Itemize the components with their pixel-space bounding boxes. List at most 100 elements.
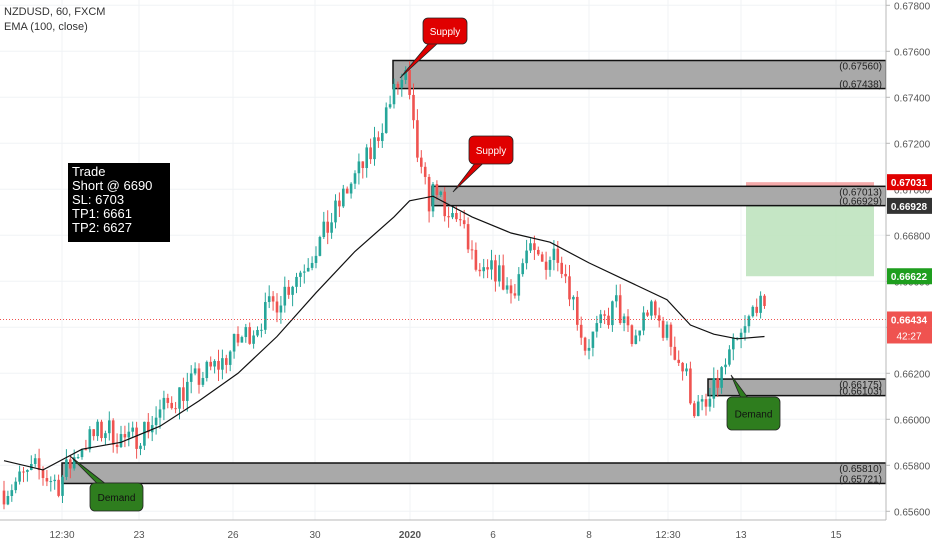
bull-candle bbox=[26, 469, 29, 472]
bear-candle bbox=[513, 293, 517, 296]
zone-bottom-label: (0.67438) bbox=[839, 80, 882, 91]
x-tick-label: 15 bbox=[830, 530, 842, 541]
supply-zone[interactable] bbox=[392, 59, 887, 90]
bull-candle bbox=[587, 347, 591, 351]
bull-candle bbox=[228, 351, 232, 365]
y-tick-label: 0.66800 bbox=[894, 231, 931, 242]
callout-label: Supply bbox=[430, 27, 461, 38]
x-tick-label: 23 bbox=[133, 530, 145, 541]
bear-candle bbox=[763, 295, 766, 307]
countdown-tag bbox=[887, 327, 932, 344]
bear-candle bbox=[22, 471, 25, 473]
bull-candle bbox=[349, 183, 353, 194]
bear-candle bbox=[326, 221, 329, 233]
time-axis[interactable]: 12:30 23 26 30 2020 6 8 12:30 13 15 bbox=[0, 519, 886, 541]
bull-candle bbox=[205, 361, 209, 379]
trade-note-line: SL: 6703 bbox=[72, 192, 125, 207]
price-tag bbox=[887, 174, 932, 191]
bull-candle bbox=[650, 301, 653, 316]
demand-zone[interactable] bbox=[61, 462, 887, 485]
bear-candle bbox=[2, 490, 6, 505]
bear-candle bbox=[661, 320, 665, 338]
zone-bottom-label: (0.66929) bbox=[839, 197, 882, 208]
y-tick-label: 0.66200 bbox=[894, 369, 931, 380]
bear-candle bbox=[540, 254, 544, 262]
price-tag bbox=[887, 268, 932, 285]
bull-candle bbox=[498, 265, 501, 282]
zone-top-label: (0.67560) bbox=[839, 62, 882, 73]
y-tick-label: 0.67400 bbox=[894, 93, 931, 104]
bear-candle bbox=[170, 402, 173, 409]
zone-top-label: (0.67013) bbox=[839, 187, 882, 198]
bear-candle bbox=[427, 176, 431, 212]
bull-candle bbox=[158, 409, 162, 418]
x-tick-label: 12:30 bbox=[655, 530, 680, 541]
ema-line bbox=[3, 195, 765, 471]
trade-note-line: TP1: 6661 bbox=[72, 206, 132, 221]
bull-candle bbox=[61, 476, 64, 496]
callout-box[interactable] bbox=[422, 17, 468, 45]
zone-callouts[interactable]: Supply Supply Demand Demand bbox=[69, 17, 781, 512]
bull-candle bbox=[712, 378, 716, 399]
bull-candle bbox=[65, 459, 68, 477]
bull-candle bbox=[392, 83, 396, 105]
callout-box[interactable] bbox=[726, 396, 781, 431]
bull-candle bbox=[264, 302, 267, 330]
supply-demand-zones[interactable]: (0.67560) (0.67438) (0.67013)(0.66929) (0.6… bbox=[61, 59, 887, 486]
bull-candle bbox=[521, 263, 524, 275]
zone-bottom-label: (0.65721) bbox=[839, 474, 882, 485]
bear-candle bbox=[689, 368, 692, 404]
bear-candle bbox=[576, 296, 579, 325]
bull-candle bbox=[529, 243, 532, 251]
bear-candle bbox=[197, 368, 201, 385]
x-tick-label: 26 bbox=[227, 530, 239, 541]
trade-note[interactable]: Trade Short @ 6690 SL: 6703 TP1: 6661 TP… bbox=[68, 163, 170, 242]
bull-candle bbox=[373, 137, 376, 160]
bear-candle bbox=[579, 324, 583, 338]
bear-candle bbox=[111, 420, 115, 445]
bull-candle bbox=[638, 330, 641, 336]
bear-candle bbox=[416, 120, 419, 158]
bear-candle bbox=[123, 434, 127, 438]
callout-label: Supply bbox=[476, 146, 507, 157]
bull-candle bbox=[193, 368, 197, 374]
bear-candle bbox=[209, 361, 212, 367]
bear-candle bbox=[564, 273, 567, 277]
callout-box[interactable] bbox=[89, 482, 144, 512]
bull-candle bbox=[490, 260, 493, 270]
y-tick-label: 0.67200 bbox=[894, 139, 931, 150]
bull-candle bbox=[365, 147, 368, 169]
bull-candle bbox=[595, 323, 599, 332]
bear-candle bbox=[135, 427, 138, 449]
callout-label: Demand bbox=[98, 493, 136, 504]
price-axis[interactable]: 0.656000.658000.660000.662000.664000.666… bbox=[885, 0, 932, 550]
trade-note-line: Short @ 6690 bbox=[72, 178, 153, 193]
bull-candle bbox=[615, 295, 618, 302]
bear-candle bbox=[466, 224, 470, 250]
bull-candle bbox=[322, 221, 326, 238]
bull-candle bbox=[186, 381, 189, 401]
bear-candle bbox=[248, 327, 251, 344]
y-tick-label: 0.65600 bbox=[894, 507, 931, 518]
bull-candle bbox=[178, 387, 181, 409]
bull-candle bbox=[431, 184, 435, 212]
bull-candle bbox=[143, 421, 146, 446]
bear-candle bbox=[287, 286, 290, 295]
y-tick-label: 0.66000 bbox=[894, 415, 931, 426]
bear-candle bbox=[626, 316, 630, 326]
zone-top-label: (0.66175) bbox=[839, 380, 882, 391]
bear-candle bbox=[568, 276, 571, 300]
bear-candle bbox=[755, 306, 758, 313]
bull-candle bbox=[696, 401, 700, 417]
bull-candle bbox=[33, 458, 37, 465]
bull-candle bbox=[599, 314, 602, 324]
bear-candle bbox=[443, 191, 446, 217]
bull-candle bbox=[548, 260, 552, 270]
bear-candle bbox=[225, 358, 228, 365]
bull-candle bbox=[611, 301, 614, 326]
take-profit-zone[interactable] bbox=[746, 205, 874, 277]
callout-box[interactable] bbox=[468, 135, 514, 165]
supply-zone[interactable] bbox=[431, 185, 887, 207]
bear-candle bbox=[646, 312, 649, 316]
